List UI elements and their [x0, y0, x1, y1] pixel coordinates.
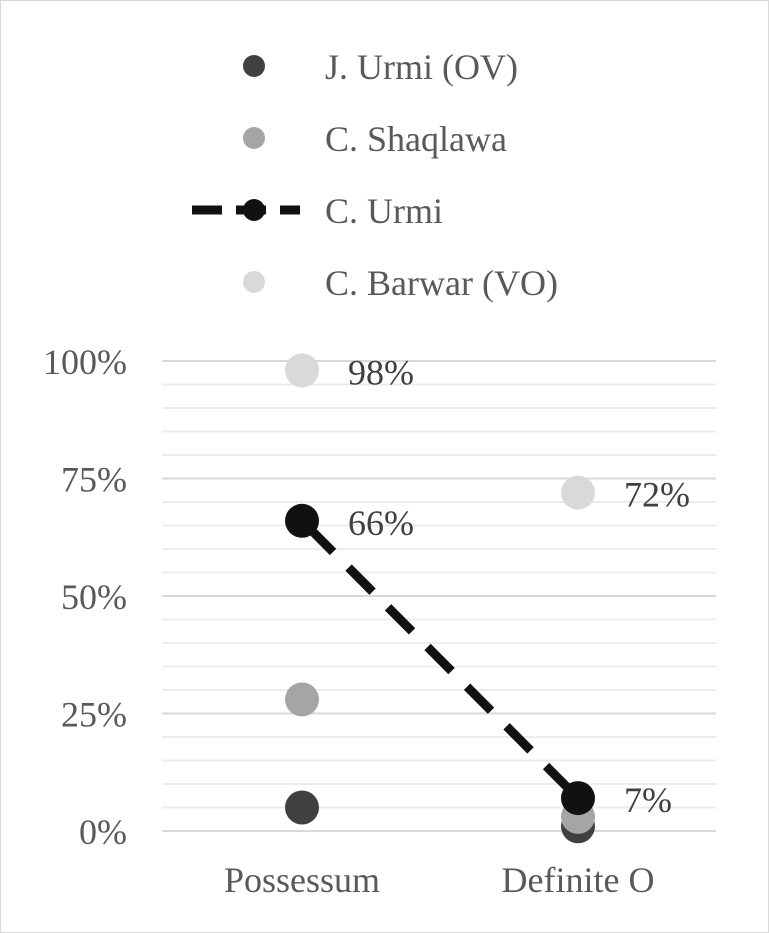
- gridlines: [162, 360, 716, 832]
- legend-label: J. Urmi (OV): [325, 47, 518, 87]
- legend-marker: [243, 199, 265, 221]
- legend-marker: [243, 271, 265, 293]
- x-axis: Possessum Definite O: [224, 860, 655, 900]
- series-lines: [298, 517, 582, 802]
- y-tick-label: 50%: [61, 577, 127, 617]
- x-tick-label: Possessum: [224, 860, 380, 900]
- legend-marker: [243, 55, 265, 77]
- data-point: [285, 790, 319, 825]
- data-label: 98%: [348, 352, 414, 392]
- legend-marker: [243, 127, 265, 149]
- y-tick-label: 25%: [61, 695, 127, 735]
- y-tick-label: 100%: [43, 342, 127, 382]
- legend-label: C. Urmi: [325, 191, 443, 231]
- data-points: [285, 353, 595, 844]
- data-point: [561, 475, 595, 510]
- legend: J. Urmi (OV) C. Shaqlawa C. Urmi C. Barwar …: [192, 47, 558, 303]
- series-line: [298, 517, 582, 802]
- data-labels: 66% 7% 98% 72%: [348, 352, 690, 820]
- legend-label: C. Shaqlawa: [325, 119, 507, 159]
- data-point: [561, 781, 595, 816]
- data-label: 7%: [624, 780, 672, 820]
- legend-label: C. Barwar (VO): [325, 263, 558, 303]
- data-point: [285, 682, 319, 717]
- x-tick-label: Definite O: [502, 860, 655, 900]
- data-label: 72%: [624, 475, 690, 515]
- data-point: [285, 503, 319, 538]
- y-axis: 0% 25% 50% 75% 100%: [43, 342, 127, 852]
- data-point: [285, 353, 319, 388]
- y-tick-label: 75%: [61, 460, 127, 500]
- y-tick-label: 0%: [79, 812, 127, 852]
- data-label: 66%: [348, 503, 414, 543]
